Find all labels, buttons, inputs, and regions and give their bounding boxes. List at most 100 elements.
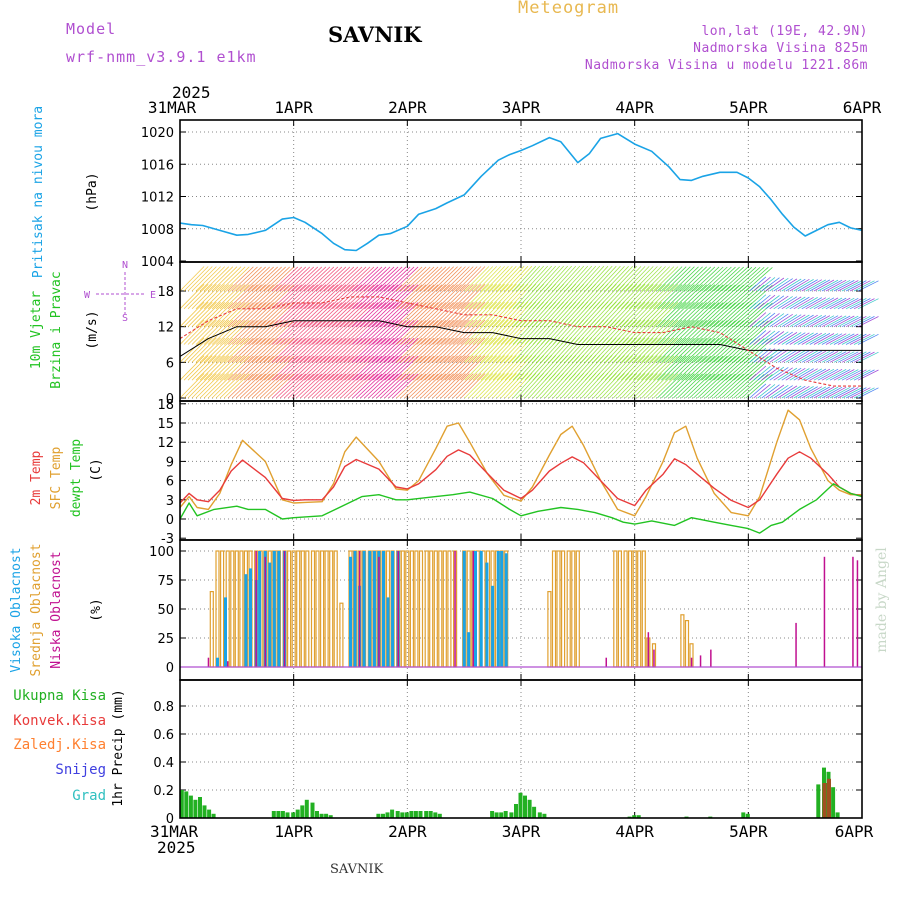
wind-barb: [428, 373, 454, 399]
y-tick-label: 6: [166, 475, 174, 490]
wind-barb: [472, 355, 497, 381]
wind-barb: [420, 337, 447, 363]
wind-barb: [813, 386, 835, 399]
wind-barb: [380, 337, 407, 363]
wind-barb: [504, 337, 529, 363]
wind-barb: [633, 373, 658, 399]
wind-barb: [211, 355, 238, 381]
wind-barb: [376, 302, 403, 327]
wind-barb: [223, 320, 250, 345]
wind-barb: [191, 301, 217, 327]
wind-barb: [781, 385, 802, 399]
wind-barb: [488, 337, 513, 363]
wind-barb: [187, 355, 213, 381]
wind-barb: [408, 355, 435, 381]
wind-barb: [604, 319, 629, 345]
wind-barb: [179, 284, 205, 310]
wind-barb: [432, 337, 458, 363]
wind-barb: [777, 349, 798, 363]
wind-barb: [681, 320, 707, 345]
total-precip-bar: [523, 795, 527, 818]
wind-barb: [749, 365, 767, 381]
wind-barb: [801, 368, 822, 381]
wind-barb: [304, 373, 331, 399]
wind-barb: [235, 320, 262, 345]
wind-barb: [805, 368, 827, 381]
wind-barb: [813, 350, 835, 363]
wind-barb: [476, 337, 501, 363]
wind-barb: [709, 302, 736, 327]
mid-cloud-bar: [305, 550, 310, 668]
wind-barb: [227, 373, 254, 399]
wind-barb: [416, 302, 443, 327]
wind-barb: [833, 297, 855, 310]
total-precip-bar: [636, 815, 641, 818]
y-tick-label: 100: [149, 545, 174, 560]
wind-barb: [685, 355, 712, 381]
wind-barb: [356, 266, 383, 292]
wind-barb: [464, 337, 490, 363]
total-precip-bar: [437, 813, 442, 818]
wind-barb: [488, 266, 513, 292]
meteogram-label: Meteogram: [518, 0, 620, 18]
wind-barb: [833, 369, 855, 381]
wind-barb: [219, 284, 246, 310]
wind-barb: [276, 355, 303, 381]
wind-barb: [689, 373, 716, 399]
y-tick-label: 1008: [141, 223, 174, 238]
mid-cloud-bar: [409, 550, 414, 668]
wind-barb: [251, 302, 278, 327]
wind-barb: [532, 265, 556, 292]
wind-barb: [328, 373, 355, 399]
wind-barb: [304, 337, 331, 363]
wind-barb: [420, 302, 447, 327]
wind-barb: [356, 320, 383, 345]
y-tick-label: 1016: [141, 158, 174, 173]
wind-barb: [243, 373, 270, 399]
wind-barb: [548, 265, 572, 292]
wind-barb: [247, 337, 274, 363]
wind-barb: [284, 373, 311, 399]
wind-barb: [227, 284, 254, 310]
wind-barb: [308, 266, 335, 292]
wind-barb: [484, 337, 509, 363]
wind-barb: [384, 337, 411, 363]
wind-barb: [219, 266, 246, 292]
wind-barb: [817, 315, 839, 328]
wind-barb: [368, 284, 395, 310]
wind-barb: [436, 373, 462, 399]
wind-barb: [705, 302, 732, 327]
wind-barb: [825, 315, 847, 328]
mid-cloud-bar: [315, 550, 320, 668]
wind-barb: [757, 384, 776, 399]
wind-barb: [508, 355, 533, 381]
mid-cloud-bar: [333, 550, 338, 668]
wind-barb: [364, 320, 391, 345]
wind-barb: [757, 348, 776, 363]
wind-barb: [211, 373, 238, 399]
wind-barb: [472, 266, 497, 292]
wind-barb: [183, 355, 209, 381]
wind-barb: [817, 333, 839, 345]
total-precip-bar: [494, 812, 499, 818]
wind-barb: [428, 266, 454, 292]
wind-barb: [259, 373, 286, 399]
wind-barb: [709, 266, 736, 292]
mid-cloud-label: Srednja Oblacnost: [29, 543, 44, 676]
wind-barb: [677, 355, 703, 381]
wind-barb: [685, 320, 712, 345]
wind-barb: [677, 320, 703, 345]
wind-barb: [821, 279, 843, 292]
wind-barb: [713, 302, 740, 327]
wind-barb: [336, 266, 363, 292]
wind-barb: [693, 355, 720, 381]
wind-barb: [207, 284, 234, 310]
wind-barb: [849, 280, 871, 292]
y-tick-label: 0: [166, 513, 174, 528]
wind-barb: [460, 284, 486, 310]
high-cloud-bar: [500, 551, 504, 667]
wind-barb: [239, 320, 266, 345]
wind-barb: [492, 337, 517, 363]
wind-barb: [211, 284, 238, 310]
wind-barb: [617, 266, 642, 292]
